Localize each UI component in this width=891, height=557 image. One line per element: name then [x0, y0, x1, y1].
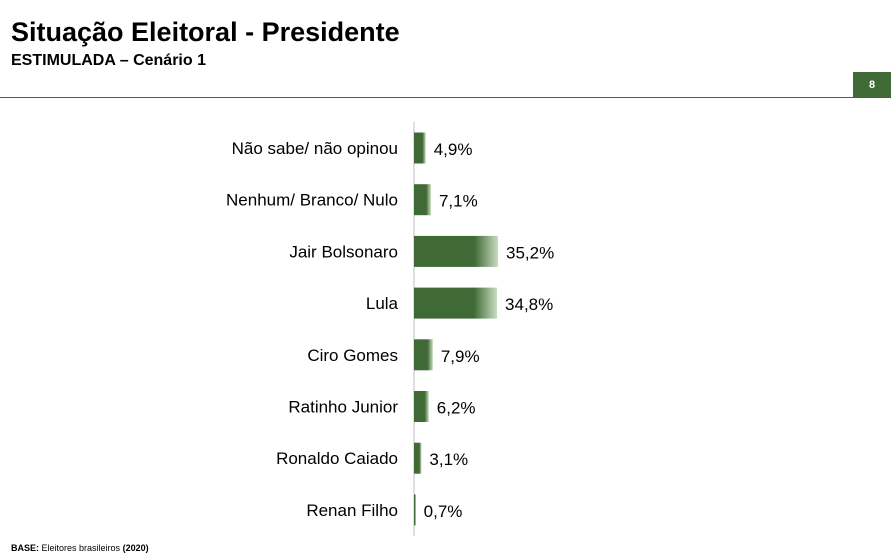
- category-label: Renan Filho: [306, 501, 398, 520]
- category-label: Jair Bolsonaro: [289, 242, 398, 261]
- value-label: 35,2%: [506, 243, 554, 262]
- value-label: 6,2%: [437, 399, 476, 418]
- page-number-badge: 8: [853, 72, 891, 98]
- category-label: Ronaldo Caiado: [276, 449, 398, 468]
- category-label: Nenhum/ Branco/ Nulo: [226, 191, 398, 210]
- header-divider: [0, 97, 891, 98]
- bar: [414, 235, 498, 267]
- footer-base-year: (2020): [122, 543, 149, 553]
- value-label: 3,1%: [429, 450, 468, 469]
- footer-base-text: Eleitores brasileiros: [41, 543, 121, 553]
- value-label: 4,9%: [434, 140, 473, 159]
- bar: [414, 391, 429, 422]
- page-subtitle: ESTIMULADA – Cenário 1: [11, 52, 206, 69]
- value-label: 7,9%: [441, 347, 480, 366]
- category-label: Lula: [366, 294, 399, 313]
- bar: [414, 287, 498, 319]
- bar: [414, 184, 431, 216]
- footer-base-note: BASE: Eleitores brasileiros (2020): [11, 542, 149, 554]
- category-label: Ciro Gomes: [307, 346, 398, 365]
- category-label: Não sabe/ não opinou: [232, 139, 398, 158]
- value-label: 7,1%: [439, 192, 478, 211]
- page-title: Situação Eleitoral - Presidente: [11, 17, 400, 47]
- bar: [414, 494, 416, 526]
- value-label: 34,8%: [505, 295, 553, 314]
- category-label: Ratinho Junior: [288, 398, 398, 417]
- bar: [414, 442, 422, 474]
- bar: [414, 132, 426, 164]
- bar: [414, 339, 433, 371]
- value-label: 0,7%: [424, 502, 463, 521]
- footer-base-label: BASE:: [11, 543, 40, 553]
